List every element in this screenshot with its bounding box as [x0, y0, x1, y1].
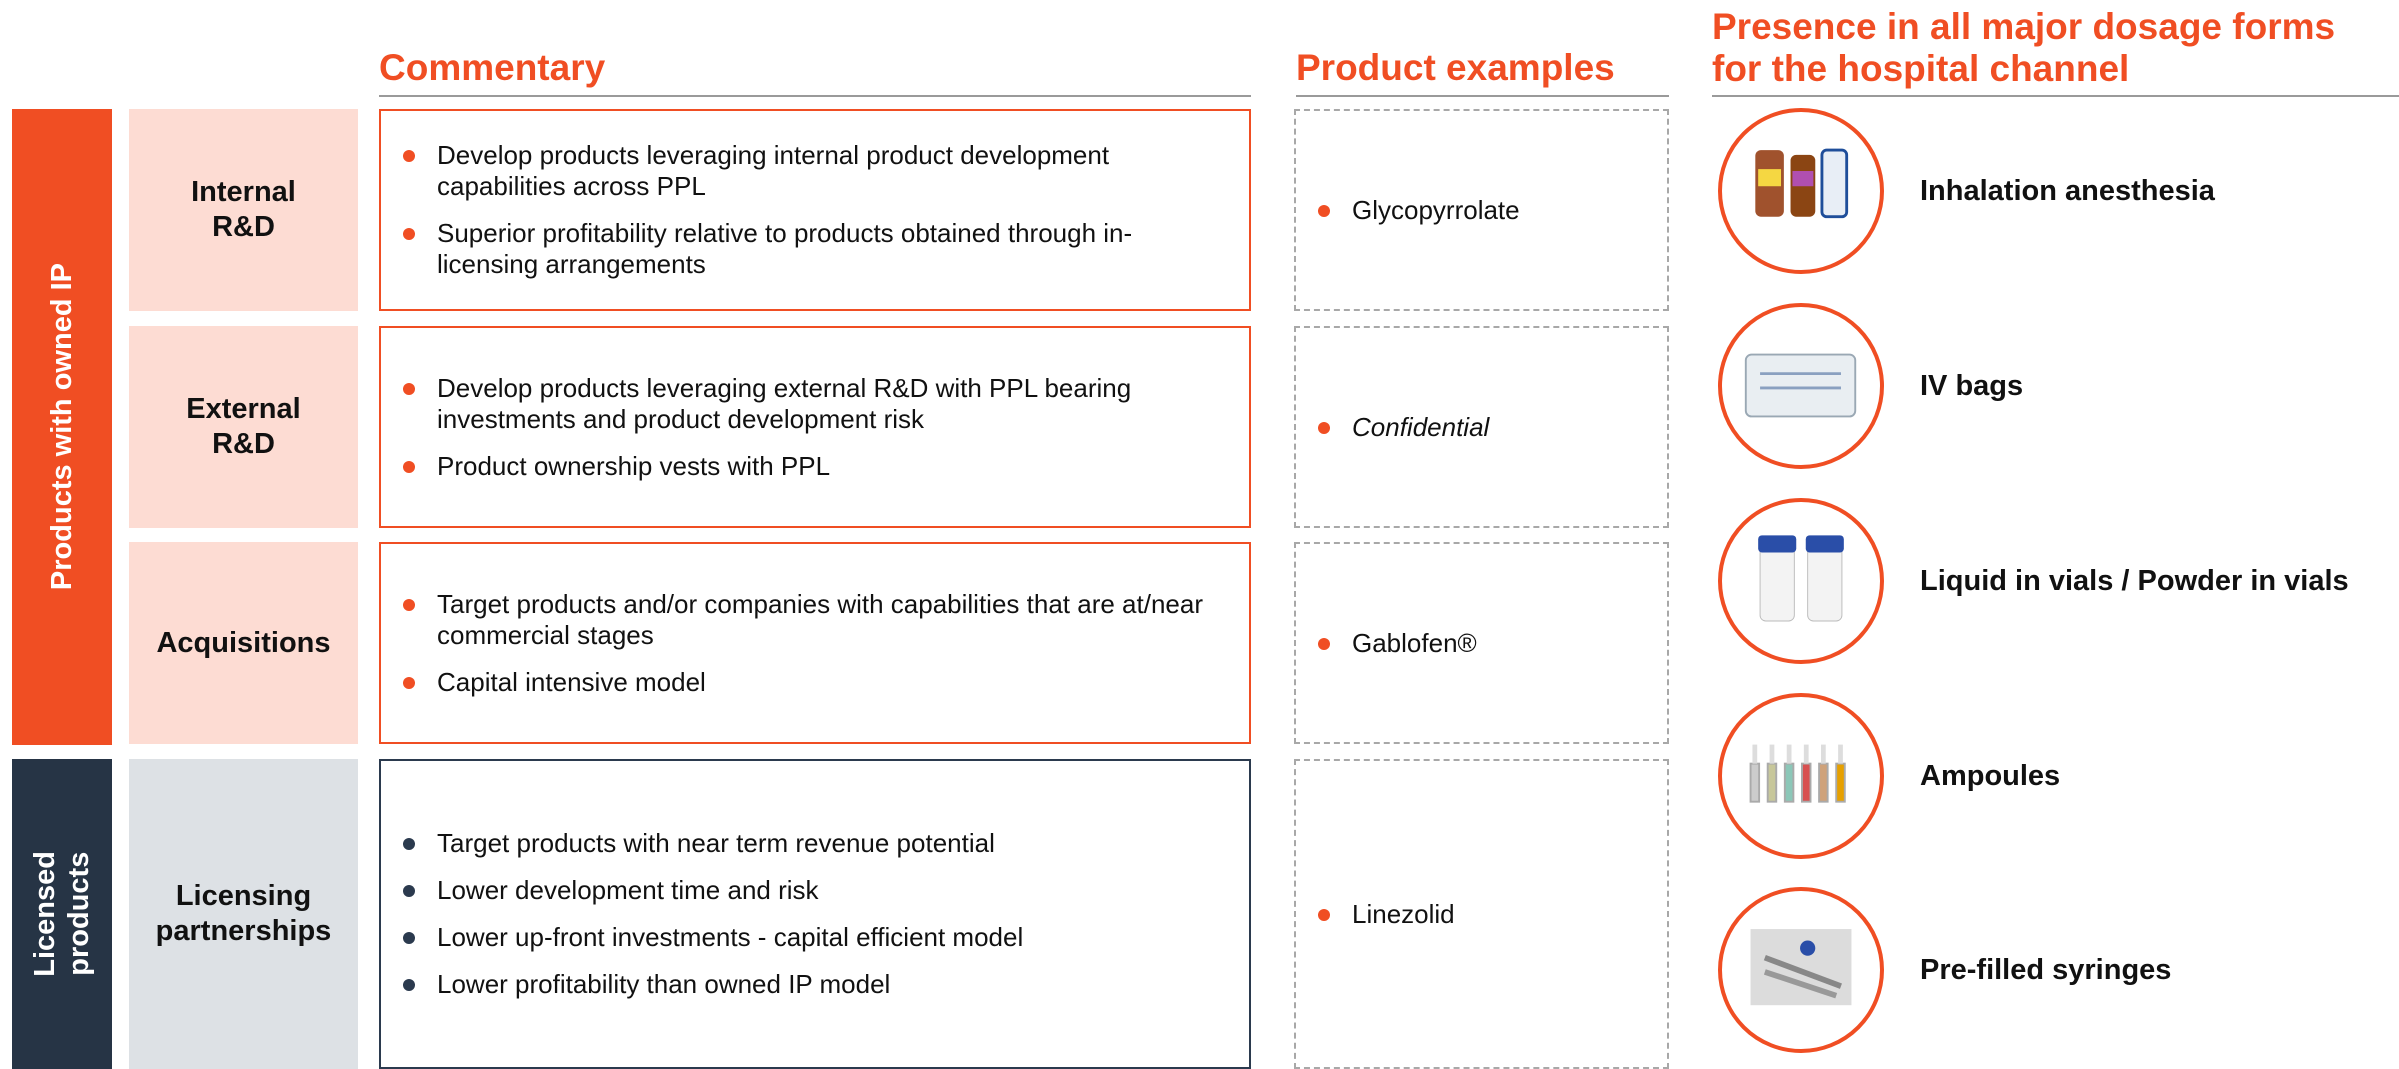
commentary-box: Develop products leveraging external R&D… [379, 326, 1251, 528]
bullet: Product ownership vests with PPL [403, 451, 1219, 482]
bullet: Superior profitability relative to produ… [403, 218, 1219, 280]
example: Glycopyrrolate [1318, 195, 1667, 226]
example: Gablofen® [1318, 628, 1667, 659]
label-line: Licensed [29, 851, 61, 977]
example-box: Linezolid [1294, 759, 1669, 1069]
category-text: Internal R&D [191, 175, 296, 245]
icon [1749, 744, 1846, 803]
category-text: External R&D [186, 392, 300, 462]
category: Licensing partnerships [129, 759, 358, 1069]
commentary-box: Target products and/or companies with ca… [379, 542, 1251, 744]
group-label: Licensed products [28, 851, 96, 977]
example-box: Glycopyrrolate [1294, 109, 1669, 311]
category-text: Acquisitions [156, 626, 330, 661]
commentary-box: Target products with near term revenue p… [379, 759, 1251, 1069]
category-line: Acquisitions [156, 626, 331, 659]
form-icon [1718, 693, 1884, 859]
category-line: Licensing [175, 880, 312, 912]
bullet: Lower profitability than owned IP model [403, 969, 1219, 1000]
example-box: Gablofen® [1294, 542, 1669, 744]
examples-header: Product examples [1296, 47, 1615, 88]
bullet: Lower development time and risk [403, 875, 1219, 906]
underline [379, 95, 1251, 97]
form-label: Inhalation anesthesia [1920, 175, 2215, 207]
group-bar: Licensed products [12, 759, 112, 1069]
category-line: R&D [212, 428, 275, 460]
icon [1758, 535, 1844, 622]
icon [1755, 148, 1849, 219]
example-box: Confidential [1294, 326, 1669, 528]
category-line: External [186, 393, 301, 425]
label-line: Products with owned IP [46, 263, 78, 591]
form-label: IV bags [1920, 370, 2024, 402]
commentary-box: Develop products leveraging internal pro… [379, 109, 1251, 311]
category-text: Licensing partnerships [156, 879, 332, 949]
bullet: Develop products leveraging external R&D… [403, 373, 1219, 435]
form-icon [1718, 498, 1884, 664]
form-icon [1718, 887, 1884, 1053]
icon [1750, 929, 1852, 1006]
icon [1744, 353, 1857, 418]
presence-title: Presence in all major dosage forms for th… [1712, 6, 2335, 90]
bullet: Lower up-front investments - capital eff… [403, 922, 1219, 953]
group-label: Products with owned IP [45, 263, 79, 590]
example: Confidential [1318, 412, 1667, 443]
form-icon [1718, 108, 1884, 274]
category: External R&D [129, 326, 358, 528]
example: Linezolid [1318, 899, 1667, 930]
bullet: Target products and/or companies with ca… [403, 589, 1219, 651]
category-line: R&D [212, 211, 275, 243]
form-label: Ampoules [1920, 760, 2061, 792]
category-line: partnerships [155, 915, 332, 947]
underline [1712, 95, 2399, 97]
bullet: Develop products leveraging internal pro… [403, 140, 1219, 202]
bullet: Capital intensive model [403, 667, 1219, 698]
underline [1296, 95, 1669, 97]
commentary-header: Commentary [379, 47, 606, 88]
title-line: for the hospital channel [1712, 48, 2130, 89]
category: Internal R&D [129, 109, 358, 311]
label-line: products [63, 851, 95, 977]
group-bar: Products with owned IP [12, 109, 112, 745]
form-label: Liquid in vials / Powder in vials [1920, 565, 2349, 597]
form-label: Pre-filled syringes [1920, 954, 2172, 986]
bullet: Target products with near term revenue p… [403, 828, 1219, 859]
form-icon [1718, 303, 1884, 469]
title-line: Presence in all major dosage forms [1712, 6, 2336, 47]
category: Acquisitions [129, 542, 358, 744]
category-line: Internal [191, 176, 296, 208]
